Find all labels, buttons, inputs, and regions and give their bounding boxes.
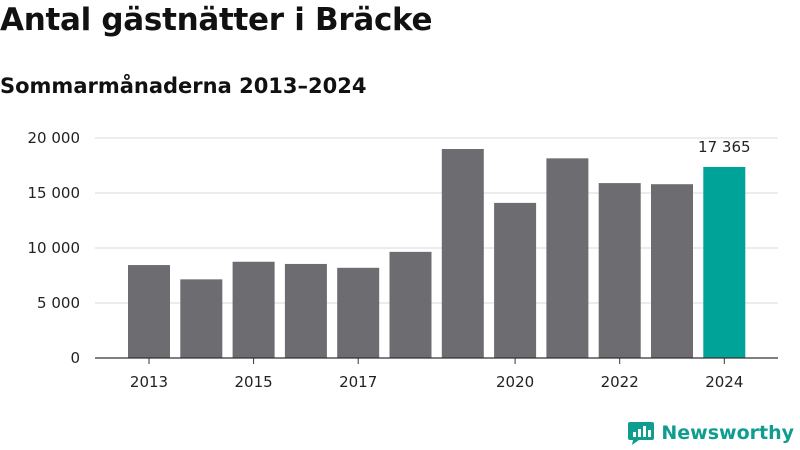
y-tick-label: 15 000 <box>28 184 81 202</box>
y-tick-label: 0 <box>70 349 80 367</box>
y-tick-label: 10 000 <box>28 239 81 257</box>
newsworthy-logo-text: Newsworthy <box>661 422 794 444</box>
bar-2023 <box>651 184 693 358</box>
axes <box>95 357 778 364</box>
x-tick-label: 2022 <box>601 373 639 391</box>
x-tick-label: 2013 <box>130 373 168 391</box>
x-tick-label: 2017 <box>339 373 377 391</box>
bar-2024 <box>703 166 746 358</box>
newsworthy-logo[interactable]: Newsworthy <box>627 420 794 446</box>
bar-2014 <box>180 279 223 358</box>
chart-subtitle: Sommarmånaderna 2013–2024 <box>0 74 367 98</box>
bar-2015 <box>232 261 275 358</box>
data-label: 17 365 <box>698 138 751 156</box>
bar-2021 <box>546 158 589 358</box>
bar-2020 <box>494 202 537 358</box>
bar-2022 <box>598 183 641 358</box>
y-tick-label: 20 000 <box>28 129 81 147</box>
bar-2019 <box>441 149 484 358</box>
bar-2017 <box>337 267 380 358</box>
bar-2016 <box>284 263 327 358</box>
bar-2013 <box>128 265 170 358</box>
bar-2018 <box>389 251 432 358</box>
bars <box>128 149 746 358</box>
chart-title: Antal gästnätter i Bräcke <box>0 2 433 38</box>
newsworthy-logo-icon <box>628 422 655 445</box>
labels: 0 5 000 10 000 15 000 20 000 2013 2015 2017 2020… <box>28 129 751 391</box>
x-tick-label: 2020 <box>496 373 534 391</box>
x-tick-label: 2015 <box>235 373 273 391</box>
x-tick-label: 2024 <box>705 373 743 391</box>
y-tick-label: 5 000 <box>37 294 80 312</box>
